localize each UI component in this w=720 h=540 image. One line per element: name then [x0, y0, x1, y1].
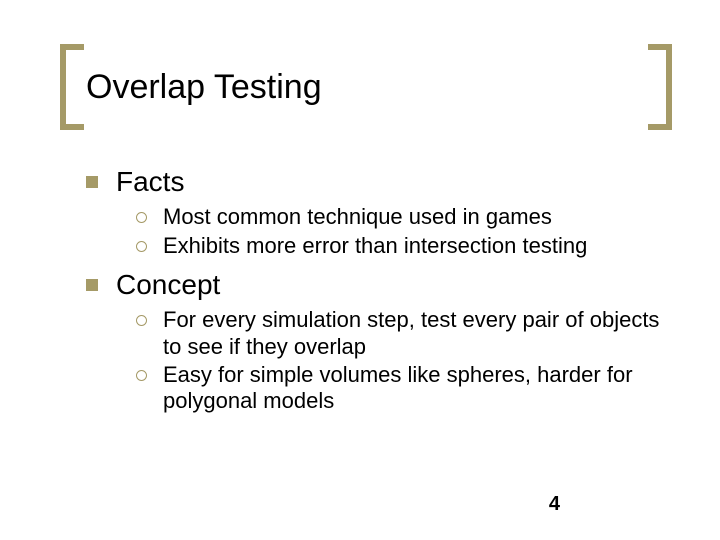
level1-text: Concept — [116, 269, 220, 301]
level2-text: Easy for simple volumes like spheres, ha… — [163, 362, 663, 415]
title-bracket-left — [60, 44, 84, 130]
bullet-level2: Easy for simple volumes like spheres, ha… — [136, 362, 666, 415]
level2-text: Exhibits more error than intersection te… — [163, 233, 587, 259]
circle-bullet-icon — [136, 370, 147, 381]
title-bracket-right — [648, 44, 672, 130]
bullet-level2: Most common technique used in games — [136, 204, 666, 230]
slide-content: Facts Most common technique used in game… — [86, 156, 666, 423]
bullet-level2: Exhibits more error than intersection te… — [136, 233, 666, 259]
square-bullet-icon — [86, 176, 98, 188]
sub-bullets: For every simulation step, test every pa… — [136, 307, 666, 415]
circle-bullet-icon — [136, 315, 147, 326]
sub-bullets: Most common technique used in games Exhi… — [136, 204, 666, 259]
circle-bullet-icon — [136, 241, 147, 252]
bullet-level2: For every simulation step, test every pa… — [136, 307, 666, 360]
square-bullet-icon — [86, 279, 98, 291]
level2-text: For every simulation step, test every pa… — [163, 307, 663, 360]
bullet-level1: Facts — [86, 166, 666, 198]
level1-text: Facts — [116, 166, 184, 198]
bullet-level1: Concept — [86, 269, 666, 301]
circle-bullet-icon — [136, 212, 147, 223]
page-number: 4 — [549, 493, 560, 516]
level2-text: Most common technique used in games — [163, 204, 552, 230]
slide-title: Overlap Testing — [86, 68, 322, 107]
